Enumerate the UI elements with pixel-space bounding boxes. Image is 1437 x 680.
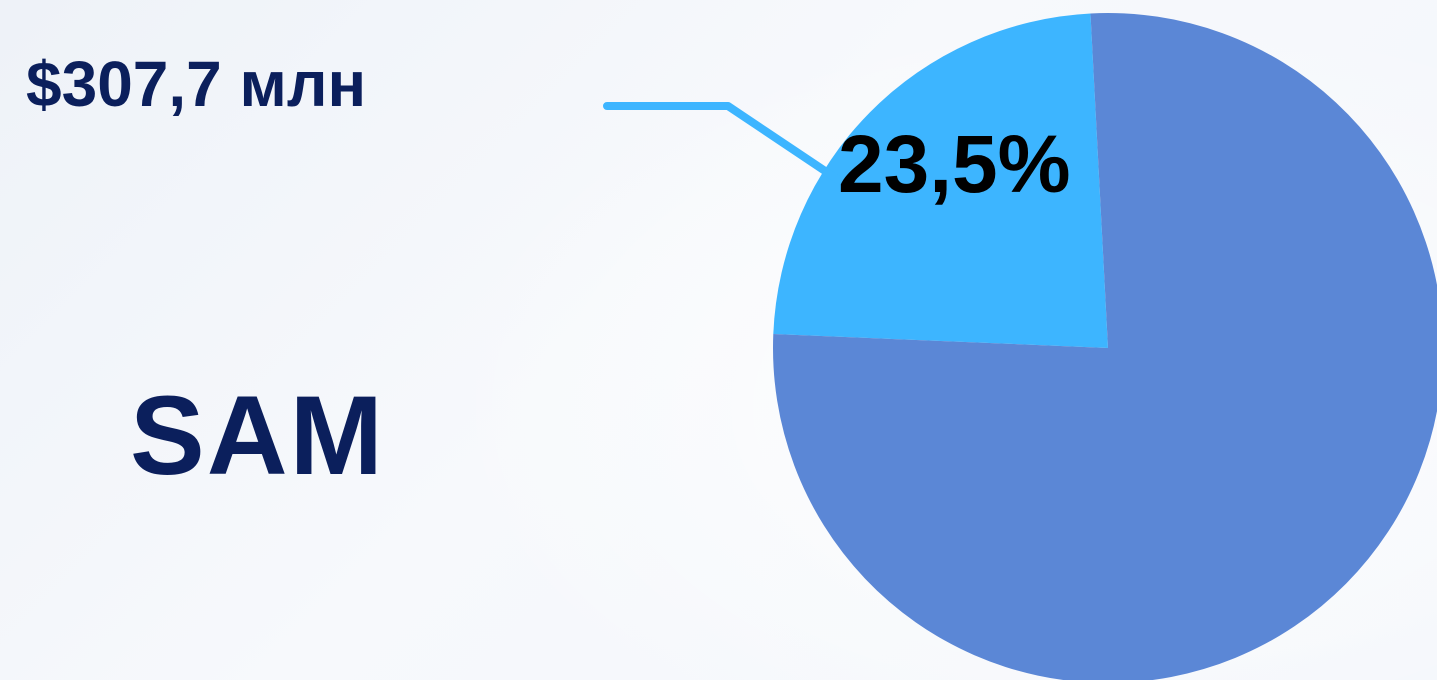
pie-slice-sam	[773, 13, 1108, 348]
sam-title: SAM	[130, 373, 385, 498]
pie-slice-remainder	[773, 13, 1437, 680]
callout-leader-line	[603, 102, 844, 185]
slice-percent-label: 23,5%	[838, 119, 1071, 210]
pie-slices	[773, 13, 1437, 680]
sam-value-callout: $307,7 млн	[26, 48, 367, 120]
